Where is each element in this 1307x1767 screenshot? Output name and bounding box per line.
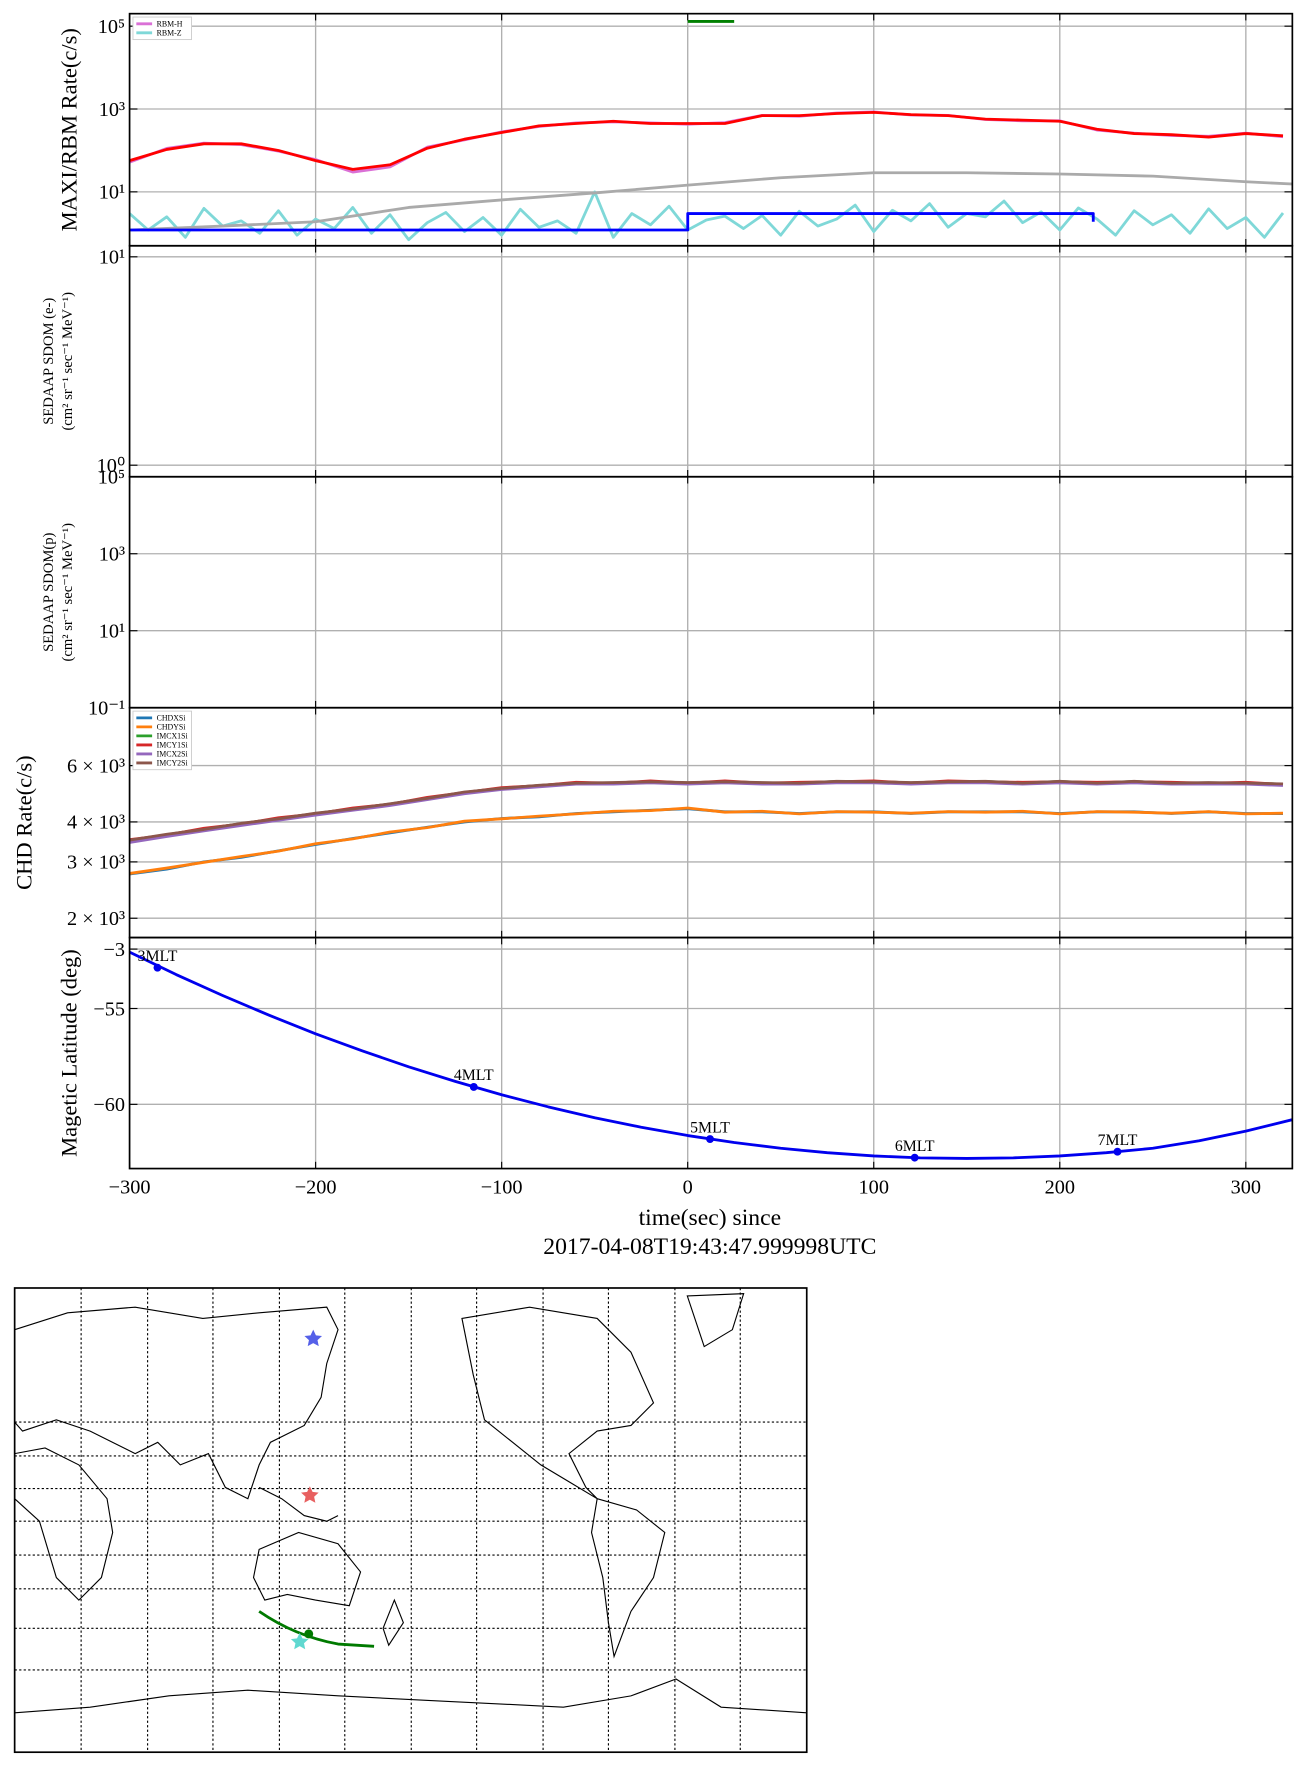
y-tick-label: 10⁵ xyxy=(98,467,125,489)
satellite-track xyxy=(258,1610,375,1648)
world-map xyxy=(13,1287,808,1754)
mlt-point xyxy=(1113,1147,1122,1156)
legend-label: IMCY1Si xyxy=(157,741,189,750)
x-tick-label: −200 xyxy=(295,1176,337,1198)
x-axis-label: 2017-04-08T19:43:47.999998UTC xyxy=(543,1234,876,1260)
y-tick-label: 2 × 10³ xyxy=(67,908,125,930)
x-tick-label: 300 xyxy=(1231,1176,1261,1198)
x-axis-label: time(sec) since xyxy=(639,1205,782,1231)
legend-label: IMCX1Si xyxy=(157,732,189,741)
x-tick-label: −100 xyxy=(481,1176,523,1198)
mlt-label: 7MLT xyxy=(1098,1132,1138,1149)
axes-frame xyxy=(128,936,1294,1170)
y-axis-label: SEDAAP SDOM(p) xyxy=(41,532,57,651)
y-axis-label: Magetic Latitude (deg) xyxy=(57,949,82,1157)
mlt-label: 3MLT xyxy=(138,948,178,965)
series-line xyxy=(129,110,1284,174)
y-tick-label: −55 xyxy=(93,998,125,1020)
mlt-point xyxy=(910,1153,919,1162)
y-tick-label: 10¹ xyxy=(99,247,125,269)
series-line xyxy=(129,171,1293,232)
series-line xyxy=(129,110,1284,171)
series-line xyxy=(129,190,1285,242)
star-marker xyxy=(290,1632,309,1650)
y-tick-label: 10¹ xyxy=(99,620,125,642)
axes-frame xyxy=(128,12,1294,247)
legend-label: CHDYSi xyxy=(157,723,187,732)
x-tick-label: 0 xyxy=(683,1176,693,1198)
series-line xyxy=(129,806,1284,875)
y-tick-label: 10³ xyxy=(99,544,125,566)
y-tick-label: 10³ xyxy=(99,99,125,121)
series-line xyxy=(129,212,1095,232)
series-line xyxy=(129,779,1284,842)
legend-label: CHDXSi xyxy=(157,714,187,723)
mlt-label: 6MLT xyxy=(895,1138,935,1155)
y-tick-label: 3 × 10³ xyxy=(67,852,125,874)
x-tick-label: 100 xyxy=(859,1176,889,1198)
axes-frame xyxy=(128,244,1294,478)
mlt-label: 4MLT xyxy=(454,1067,494,1084)
x-tick-label: 200 xyxy=(1045,1176,1075,1198)
star-marker xyxy=(301,1486,319,1503)
y-tick-label: 10¹ xyxy=(99,182,125,204)
x-tick-label: −300 xyxy=(109,1176,151,1198)
mlt-point xyxy=(153,963,162,972)
axes-frame xyxy=(128,706,1294,939)
y-tick-label: 6 × 10³ xyxy=(67,755,125,777)
legend-box xyxy=(132,710,192,771)
star-marker xyxy=(304,1329,323,1347)
y-axis-label: (cm² sr⁻¹ sec⁻¹ MeV⁻¹) xyxy=(60,523,76,662)
plot-area xyxy=(129,20,1293,242)
y-tick-label: −60 xyxy=(93,1094,125,1116)
legend-label: IMCX2Si xyxy=(157,750,189,759)
coastlines xyxy=(14,1293,807,1714)
axes-frame xyxy=(128,475,1294,709)
legend-label: IMCY2Si xyxy=(157,759,189,768)
series-line xyxy=(129,807,1284,876)
y-axis-label: SEDAAP SDOM (e-) xyxy=(41,298,57,425)
y-tick-label: 10⁻¹ xyxy=(88,697,125,719)
satellite-position xyxy=(304,1629,314,1639)
y-tick-label: −3 xyxy=(104,939,126,961)
mlt-point xyxy=(706,1135,714,1143)
y-axis-label: CHD Rate(c/s) xyxy=(12,755,37,889)
y-axis-label: MAXI/RBM Rate(c/s) xyxy=(57,28,82,231)
legend-label: RBM-H xyxy=(157,20,183,29)
map-graticule xyxy=(14,1287,807,1753)
mlt-point xyxy=(469,1082,478,1091)
y-axis-label: (cm² sr⁻¹ sec⁻¹ MeV⁻¹) xyxy=(60,292,76,431)
mlt-label: 5MLT xyxy=(690,1119,730,1136)
y-tick-label: 4 × 10³ xyxy=(67,812,125,834)
plot-area xyxy=(129,779,1284,876)
y-tick-label: 10⁵ xyxy=(98,16,125,38)
y-tick-label: 10⁰ xyxy=(97,455,125,477)
legend-label: RBM-Z xyxy=(157,29,182,38)
